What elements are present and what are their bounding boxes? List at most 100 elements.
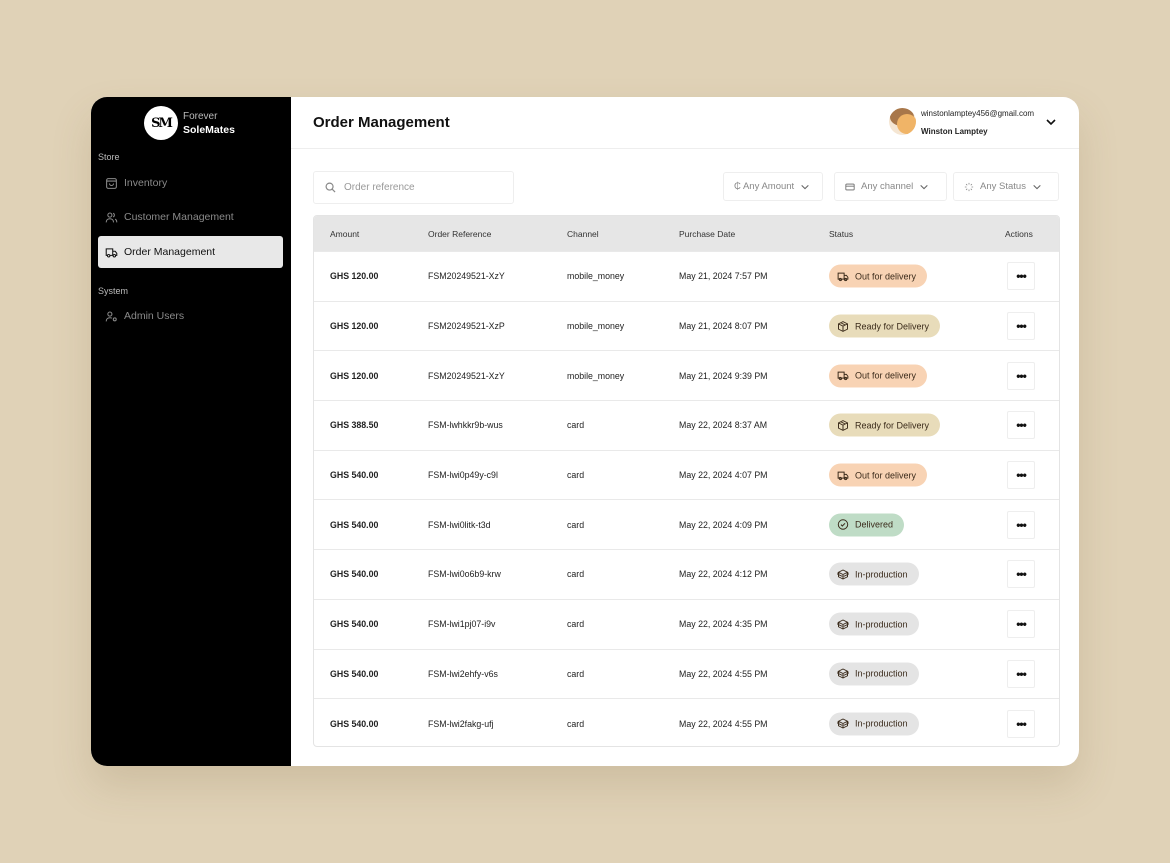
package-icon: [838, 320, 848, 332]
avatar[interactable]: [889, 108, 916, 135]
more-actions-button[interactable]: •••: [1007, 361, 1035, 390]
more-actions-button[interactable]: •••: [1007, 461, 1035, 490]
table-row[interactable]: GHS 540.00 FSM-lwi1pj07-i9v card May 22,…: [314, 598, 1059, 649]
filter-label: Any Status: [980, 181, 1026, 192]
sidebar-item-admin-users[interactable]: Admin Users: [98, 300, 283, 332]
status-label: Ready for Delivery: [855, 420, 930, 431]
order-reference-cell[interactable]: FSM-lwi0p49y-c9l: [428, 470, 498, 481]
more-horizontal-icon: •••: [1016, 319, 1027, 334]
order-reference-cell[interactable]: FSM20249521-XzY: [428, 271, 505, 282]
sidebar-item-customer-management[interactable]: Customer Management: [98, 201, 283, 233]
more-actions-button[interactable]: •••: [1007, 262, 1035, 291]
purchase-date-cell: May 22, 2024 4:07 PM: [679, 470, 768, 481]
table-row[interactable]: GHS 540.00 FSM-lwi0p49y-c9l card May 22,…: [314, 449, 1059, 500]
status-label: In-production: [855, 718, 908, 729]
status-label: Delivered: [855, 519, 894, 530]
column-header-purchase-date: Purchase Date: [679, 228, 736, 239]
amount-cell: GHS 120.00: [330, 321, 379, 332]
status-label: Out for delivery: [855, 271, 917, 282]
more-actions-button[interactable]: •••: [1007, 560, 1035, 589]
channel-cell: card: [567, 420, 585, 431]
main-content: Order Management winstonlamptey456@gmail…: [291, 97, 1079, 766]
chevron-down-icon: [801, 184, 809, 189]
column-header-channel: Channel: [567, 228, 599, 239]
column-header-status: Status: [829, 228, 854, 239]
status-filter[interactable]: Any Status: [953, 172, 1059, 201]
order-reference-cell[interactable]: FSM-lwi2ehfy-v6s: [428, 668, 498, 679]
status-badge: In-production: [829, 662, 919, 686]
truck-icon: [837, 471, 849, 480]
table-row[interactable]: GHS 540.00 FSM-lwi0o6b9-krw card May 22,…: [314, 549, 1059, 599]
truck-icon: [105, 247, 118, 257]
more-actions-button[interactable]: •••: [1007, 312, 1035, 341]
sidebar-item-inventory[interactable]: Inventory: [98, 167, 283, 199]
column-header-amount: Amount: [330, 228, 360, 239]
more-actions-button[interactable]: •••: [1007, 709, 1035, 738]
table-row[interactable]: GHS 120.00 FSM20249521-XzY mobile_money …: [314, 350, 1059, 400]
order-reference-cell[interactable]: FSM20249521-XzP: [428, 321, 505, 332]
users-icon: [105, 212, 118, 222]
status-badge: Ready for Delivery: [829, 413, 941, 437]
orders-table: Amount Order Reference Channel Purchase …: [313, 215, 1060, 747]
purchase-date-cell: May 22, 2024 8:37 AM: [679, 420, 768, 431]
loader-icon: [964, 182, 974, 191]
amount-cell: GHS 540.00: [330, 470, 379, 481]
channel-cell: card: [567, 718, 585, 729]
column-header-actions: Actions: [1005, 228, 1033, 239]
chevron-down-icon[interactable]: [1045, 116, 1057, 128]
purchase-date-cell: May 21, 2024 9:39 PM: [679, 370, 768, 381]
amount-cell: GHS 540.00: [330, 619, 379, 630]
sidebar-item-label: Inventory: [124, 177, 168, 189]
channel-cell: card: [567, 569, 585, 580]
table-row[interactable]: GHS 540.00 FSM-lwi0litk-t3d card May 22,…: [314, 499, 1059, 549]
page-title: Order Management: [313, 114, 450, 131]
amount-cell: GHS 540.00: [330, 569, 379, 580]
status-badge: Ready for Delivery: [829, 314, 941, 338]
order-reference-cell[interactable]: FSM-lwi0o6b9-krw: [428, 569, 501, 580]
channel-filter[interactable]: Any channel: [834, 172, 947, 201]
logo: SM: [144, 106, 178, 140]
more-actions-button[interactable]: •••: [1007, 411, 1035, 440]
more-actions-button[interactable]: •••: [1007, 659, 1035, 688]
table-row[interactable]: GHS 388.50 FSM-lwhkkr9b-wus card May 22,…: [314, 400, 1059, 450]
table-row[interactable]: GHS 120.00 FSM20249521-XzY mobile_money …: [314, 251, 1059, 301]
purchase-date-cell: May 21, 2024 8:07 PM: [679, 321, 768, 332]
table-row[interactable]: GHS 540.00 FSM-lwi2fakg-ufj card May 22,…: [314, 698, 1059, 746]
purchase-date-cell: May 22, 2024 4:55 PM: [679, 718, 768, 729]
more-horizontal-icon: •••: [1016, 617, 1027, 632]
status-label: Ready for Delivery: [855, 321, 930, 332]
channel-cell: mobile_money: [567, 321, 625, 332]
filter-label: Any channel: [861, 181, 914, 192]
order-reference-cell[interactable]: FSM-lwi0litk-t3d: [428, 519, 491, 530]
order-reference-cell[interactable]: FSM20249521-XzY: [428, 370, 505, 381]
status-label: Out for delivery: [855, 370, 917, 381]
order-reference-cell[interactable]: FSM-lwi1pj07-i9v: [428, 619, 496, 630]
status-badge: Out for delivery: [829, 463, 928, 487]
amount-filter[interactable]: ₵ Any Amount: [723, 172, 823, 201]
order-reference-cell[interactable]: FSM-lwi2fakg-ufj: [428, 718, 494, 729]
table-row[interactable]: GHS 120.00 FSM20249521-XzP mobile_money …: [314, 300, 1059, 351]
search-input-box[interactable]: [313, 171, 514, 204]
brand-name-line2: SoleMates: [183, 124, 235, 136]
truck-icon: [837, 272, 849, 281]
more-horizontal-icon: •••: [1016, 368, 1027, 383]
purchase-date-cell: May 22, 2024 4:09 PM: [679, 519, 768, 530]
status-label: In-production: [855, 569, 908, 580]
app-window: SM Forever SoleMates Store Inventory Cus…: [91, 97, 1079, 766]
channel-cell: mobile_money: [567, 271, 625, 282]
truck-icon: [837, 371, 849, 381]
chevron-down-icon: [920, 184, 929, 189]
more-actions-button[interactable]: •••: [1007, 610, 1035, 639]
status-badge: Out for delivery: [829, 264, 928, 288]
order-reference-cell[interactable]: FSM-lwhkkr9b-wus: [428, 420, 503, 431]
sidebar-item-order-management[interactable]: Order Management: [98, 236, 283, 268]
sidebar-item-label: Order Management: [124, 246, 216, 258]
amount-cell: GHS 388.50: [330, 420, 379, 431]
status-badge: In-production: [829, 562, 919, 586]
table-row[interactable]: GHS 540.00 FSM-lwi2ehfy-v6s card May 22,…: [314, 648, 1059, 699]
section-label-system: System: [98, 286, 129, 296]
amount-cell: GHS 120.00: [330, 271, 379, 282]
more-actions-button[interactable]: •••: [1007, 510, 1035, 539]
filter-label: ₵ Any Amount: [734, 181, 795, 192]
search-input[interactable]: [344, 182, 494, 193]
